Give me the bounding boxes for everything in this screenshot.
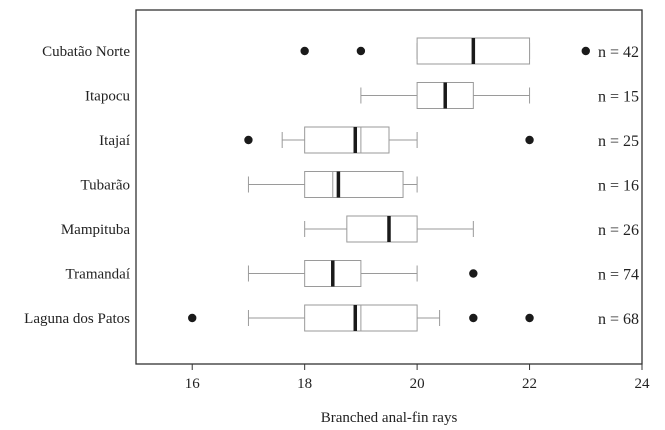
- n-label: n = 26: [598, 222, 639, 239]
- x-tick-label: 16: [185, 376, 201, 392]
- category-label: Tramandaí: [66, 267, 130, 283]
- box-row: Cubatão Norte n = 42: [42, 37, 639, 65]
- x-tick-label: 18: [297, 376, 312, 392]
- n-label: n = 16: [598, 178, 639, 195]
- category-label: Laguna dos Patos: [24, 311, 130, 327]
- outlier-point: [188, 313, 197, 323]
- outlier-point: [244, 135, 253, 145]
- category-label: Itajaí: [99, 133, 130, 149]
- box-row: Tramandaí n = 74: [66, 260, 639, 287]
- box-row: Tubarão n = 16: [81, 171, 639, 198]
- outlier-point: [469, 313, 478, 323]
- n-label: n = 68: [598, 311, 639, 328]
- boxes-layer: Cubatão Norte n = 42 Itapocu n = 15 Itajaí n …: [24, 37, 639, 332]
- box-row: Laguna dos Patos n = 68: [24, 304, 639, 332]
- n-label: n = 25: [598, 133, 639, 150]
- x-axis: 16 18 20 22 24: [185, 364, 650, 392]
- iqr-box: [304, 171, 404, 198]
- box-row: Mampituba n = 26: [61, 215, 639, 243]
- x-tick-label: 20: [410, 376, 425, 392]
- category-label: Itapocu: [85, 89, 130, 105]
- n-label: n = 74: [598, 267, 639, 284]
- plot-frame: [135, 9, 643, 365]
- iqr-box: [346, 215, 418, 243]
- category-label: Tubarão: [81, 178, 130, 194]
- category-label: Mampituba: [61, 222, 130, 238]
- box-row: Itapocu n = 15: [85, 82, 639, 109]
- outlier-point: [300, 46, 309, 56]
- iqr-box: [304, 126, 390, 154]
- n-label: n = 15: [598, 89, 639, 106]
- outlier-point: [469, 269, 478, 278]
- outlier-point: [525, 135, 534, 145]
- n-label: n = 42: [598, 44, 639, 61]
- category-label: Cubatão Norte: [42, 44, 130, 60]
- outlier-point: [581, 46, 590, 56]
- x-axis-title: Branched anal-fin rays: [321, 410, 458, 426]
- box-row: Itajaí n = 25: [99, 126, 639, 154]
- outlier-point: [525, 313, 534, 323]
- outlier-point: [356, 46, 366, 56]
- x-tick-label: 22: [522, 376, 537, 392]
- x-tick-label: 24: [635, 376, 651, 392]
